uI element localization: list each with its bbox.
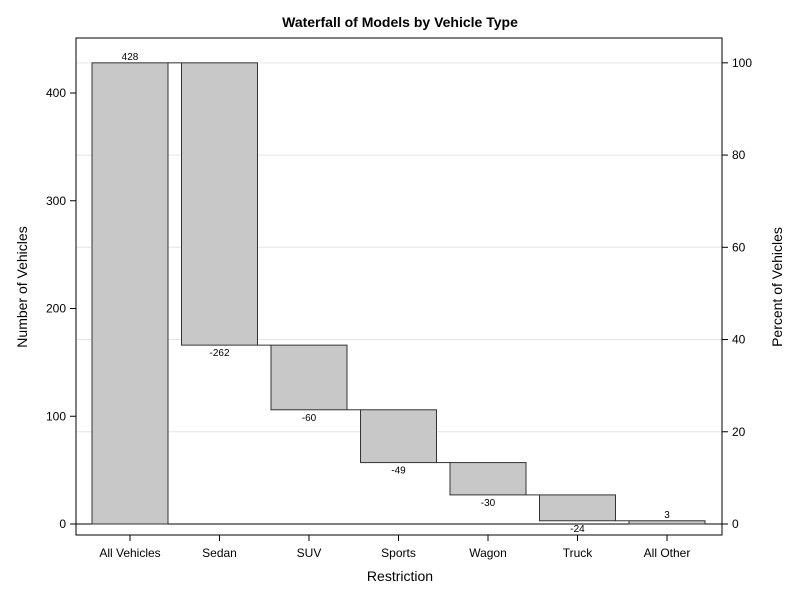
x-axis-label: Restriction: [367, 568, 433, 584]
bar-sedan: [181, 62, 258, 346]
y-axis-label: Number of Vehicles: [14, 226, 30, 347]
data-label: -262: [209, 348, 229, 359]
data-label: -30: [481, 498, 496, 509]
x-tick-label: Sports: [381, 546, 416, 560]
y-tick-label: 400: [46, 86, 66, 100]
y2-tick-label: 100: [732, 56, 752, 70]
data-label: 3: [664, 510, 670, 521]
y-tick-label: 100: [46, 409, 66, 423]
x-tick-label: All Vehicles: [99, 546, 160, 560]
bar-truck: [539, 494, 616, 522]
data-label: -49: [391, 466, 406, 477]
bar-all-other: [628, 520, 706, 525]
y-tick-label: 200: [46, 302, 66, 316]
y2-tick-label: 0: [732, 517, 739, 531]
x-tick-label: All Other: [644, 546, 691, 560]
y-tick-label: 0: [59, 517, 66, 531]
chart-title: Waterfall of Models by Vehicle Type: [282, 14, 518, 30]
bar-all-vehicles: [91, 62, 169, 525]
y-tick-label: 300: [46, 194, 66, 208]
y2-tick-label: 20: [732, 425, 746, 439]
y2-axis-label: Percent of Vehicles: [769, 227, 785, 347]
bar-suv: [270, 344, 348, 411]
y2-tick-label: 60: [732, 240, 746, 254]
x-tick-label: Sedan: [202, 546, 237, 560]
x-tick-label: Wagon: [469, 546, 507, 560]
data-label: -60: [302, 413, 317, 424]
bar-wagon: [449, 462, 527, 496]
x-tick-label: SUV: [297, 546, 322, 560]
x-tick-label: Truck: [563, 546, 594, 560]
data-label: -24: [570, 524, 585, 535]
bar-sports: [360, 409, 437, 464]
y2-tick-label: 40: [732, 333, 746, 347]
y2-tick-label: 80: [732, 148, 746, 162]
data-label: 428: [122, 52, 139, 63]
